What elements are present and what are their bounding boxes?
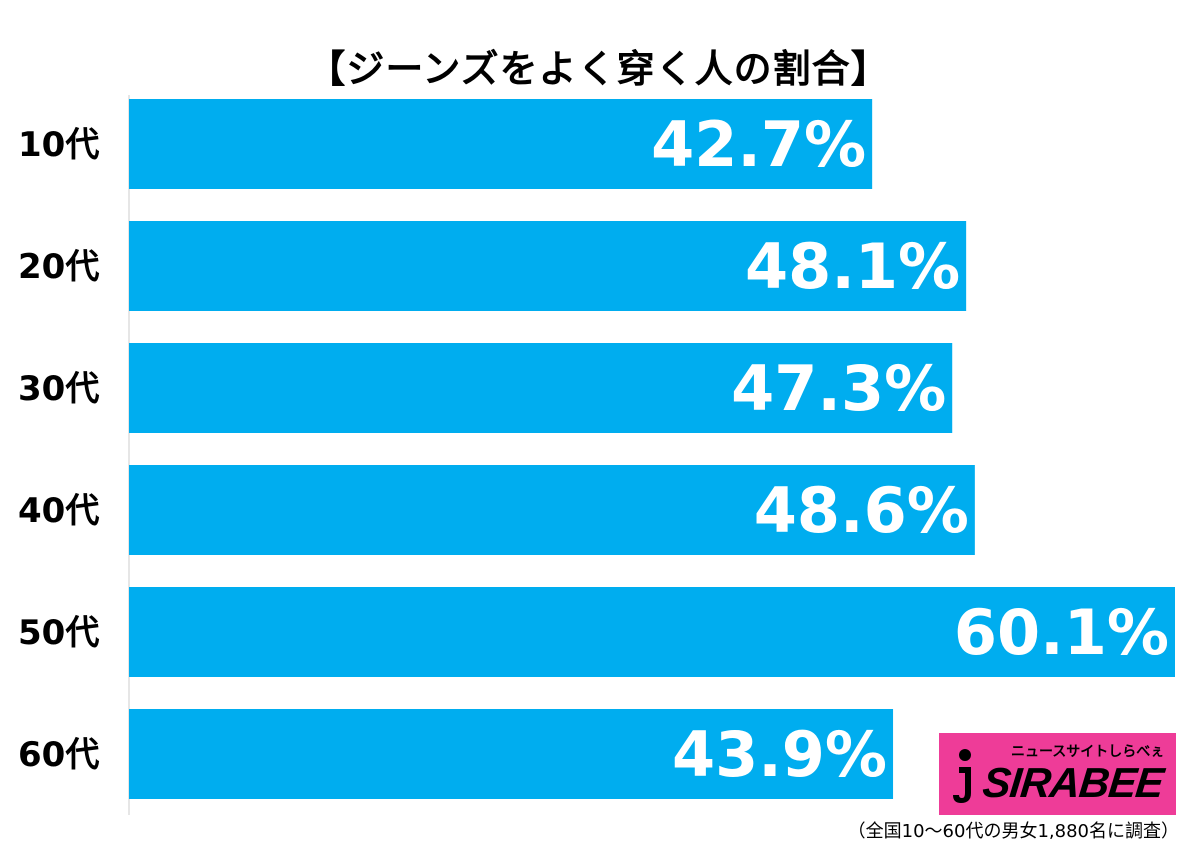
value-label: 43.9% (672, 718, 887, 791)
value-label: 48.6% (754, 474, 969, 547)
value-label: 47.3% (731, 352, 946, 425)
category-label: 30代 (18, 369, 99, 409)
bar (129, 587, 1175, 677)
category-label: 60代 (18, 735, 99, 775)
sirabee-logo: ニュースサイトしらべぇ SIRABEE (939, 733, 1176, 815)
chart-title: 【ジーンズをよく穿く人の割合】 (307, 47, 890, 91)
bar (129, 99, 873, 189)
category-label: 40代 (18, 491, 99, 531)
logo-tagline: ニュースサイトしらべぇ (1011, 744, 1165, 760)
survey-footnote: （全国10～60代の男女1,880名に調査） (847, 821, 1179, 842)
category-label: 20代 (18, 247, 99, 287)
value-label: 42.7% (651, 108, 866, 181)
category-label: 10代 (18, 125, 99, 165)
value-label: 48.1% (745, 230, 960, 303)
bar (129, 465, 975, 555)
logo-mark-icon (953, 749, 971, 803)
value-label: 60.1% (954, 596, 1169, 669)
category-label: 50代 (18, 613, 99, 653)
bar (129, 709, 894, 799)
bar (129, 343, 953, 433)
bar (129, 221, 967, 311)
logo-wordmark: SIRABEE (980, 759, 1166, 806)
